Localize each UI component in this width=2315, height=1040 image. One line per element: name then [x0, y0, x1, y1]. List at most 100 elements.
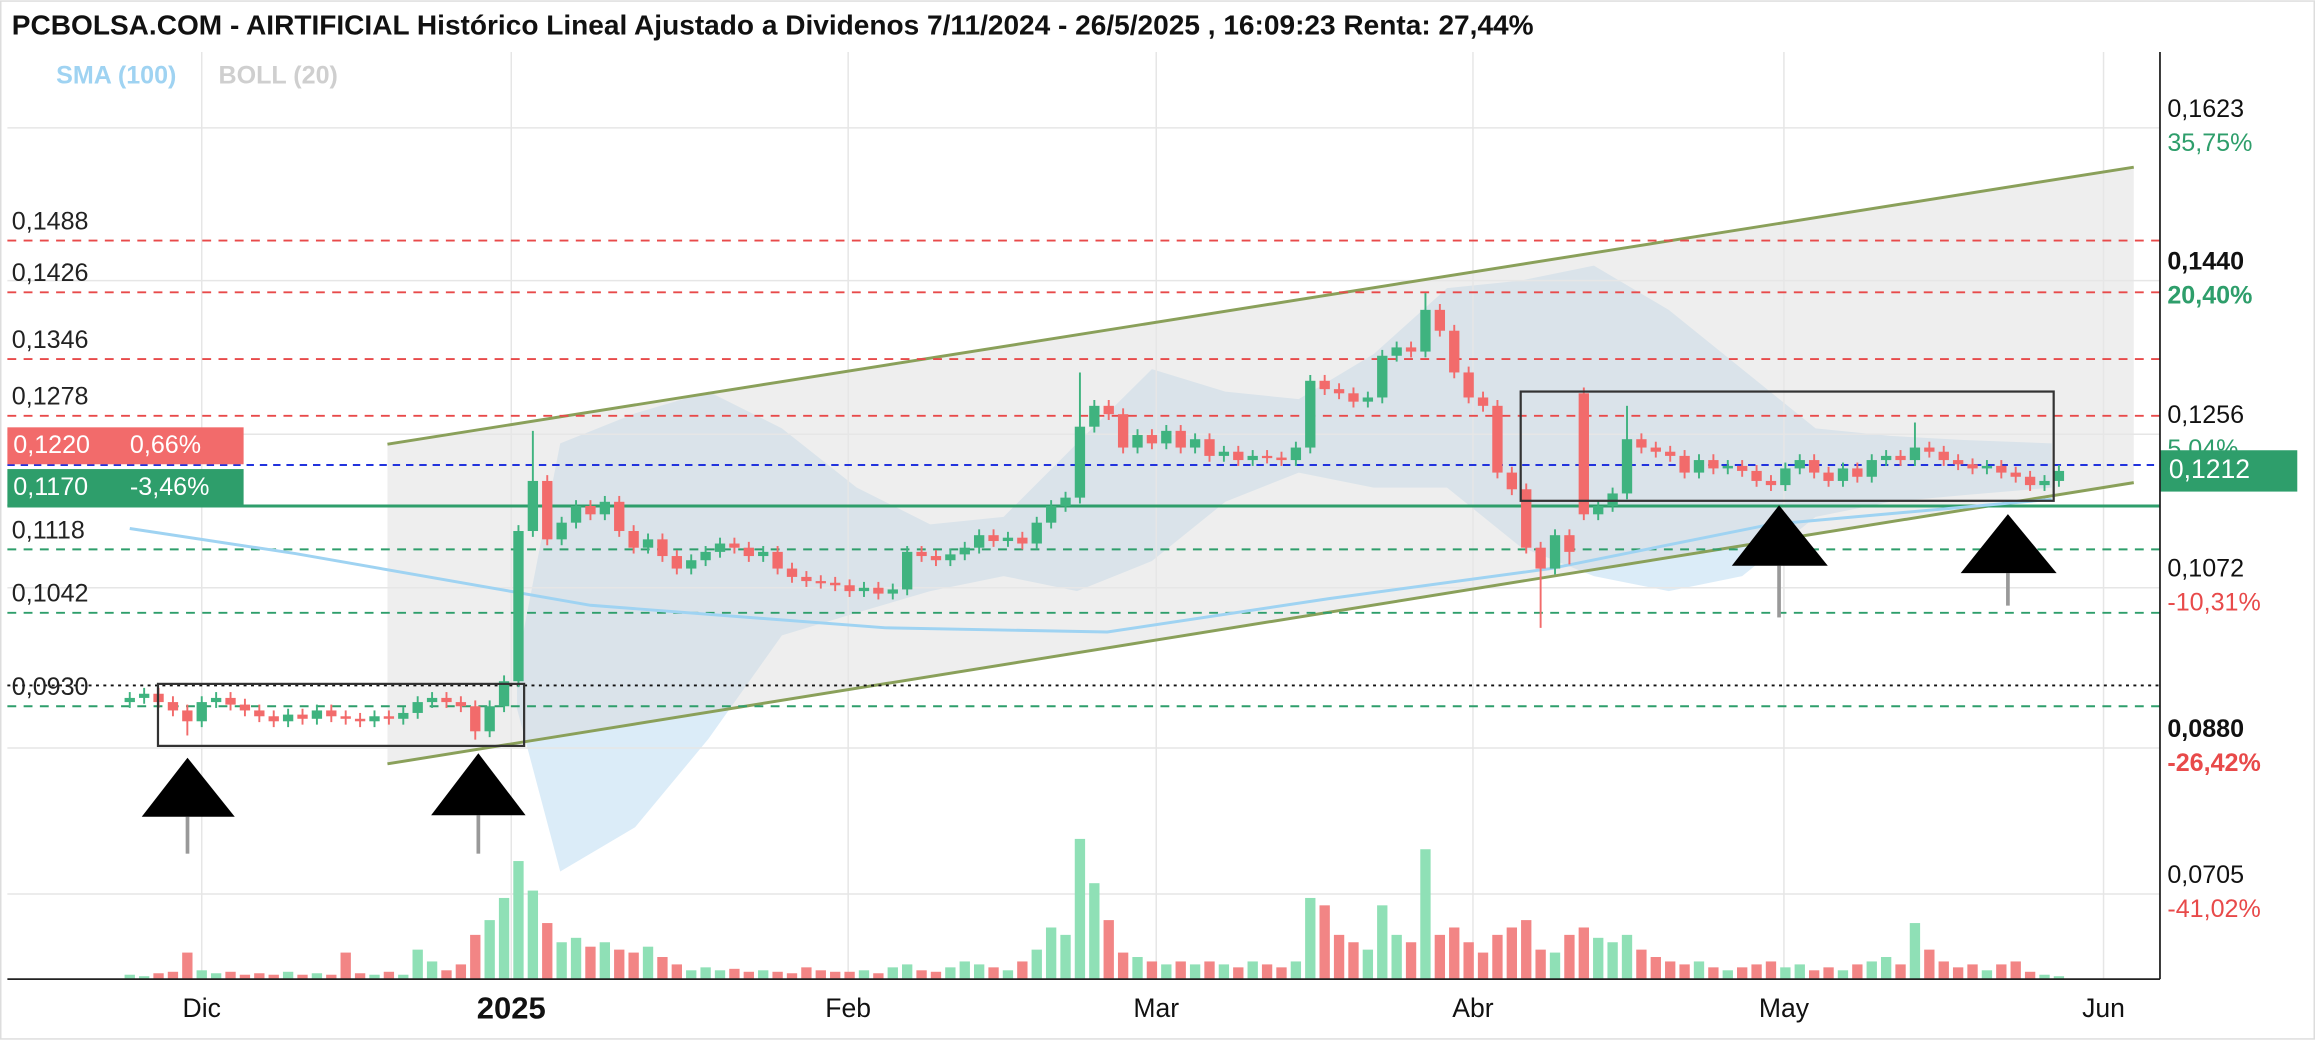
volume-bar: [1348, 942, 1359, 980]
volume-bar: [354, 973, 366, 980]
candle-body: [2024, 476, 2036, 486]
volume-bar: [1895, 964, 1906, 980]
volume-bar: [1218, 964, 1230, 980]
volume-bar: [585, 946, 596, 980]
volume-bar: [686, 970, 697, 980]
candle-body: [1233, 451, 1244, 461]
candle-body: [1751, 470, 1762, 481]
volume-bar: [210, 973, 222, 980]
volume-bar: [1981, 970, 1993, 980]
y-tick-pct: -41,02%: [2167, 895, 2260, 923]
volume-bar: [614, 949, 625, 980]
volume-bar: [138, 976, 150, 980]
volume-bar: [973, 964, 985, 980]
candle-body: [1996, 465, 2007, 473]
volume-bar: [902, 964, 913, 980]
volume-bar: [2053, 976, 2065, 980]
price-badge: [7, 469, 244, 506]
volume-bar: [945, 967, 956, 980]
candle-body: [441, 697, 452, 703]
candle-body: [297, 714, 308, 719]
level-label: 0,1042: [12, 580, 89, 608]
candle-body: [268, 716, 279, 722]
candle-body: [1031, 522, 1042, 544]
x-tick-label: 2025: [477, 990, 546, 1025]
arrow: [1960, 514, 2057, 574]
volume-bar: [1535, 949, 1546, 980]
channel-lower: [387, 481, 2135, 766]
candle-body: [815, 581, 826, 584]
volume-bar: [1233, 967, 1244, 980]
volume-bar: [1463, 942, 1474, 980]
candle-body: [686, 560, 697, 569]
candle-body: [1880, 455, 1892, 461]
candle-body: [671, 556, 682, 569]
volume-bar: [988, 967, 999, 980]
candle-body: [1377, 355, 1388, 398]
volume-bar: [1261, 964, 1273, 980]
candle-body: [1621, 439, 1633, 494]
y-tick-pct: -26,42%: [2167, 749, 2260, 777]
volume-bar: [542, 923, 553, 980]
volume-bar: [1823, 967, 1834, 980]
volume-bar: [700, 967, 711, 980]
candle-body: [470, 706, 481, 732]
volume-bar: [153, 973, 164, 980]
candle-body: [1333, 389, 1345, 394]
volume-bar: [167, 971, 179, 980]
arrow: [141, 757, 235, 817]
volume-bar: [455, 964, 467, 980]
volume-bar: [311, 973, 323, 980]
candle-body: [340, 716, 351, 719]
volume-bar: [268, 974, 279, 980]
labels-layer: 0,162335,75%0,144020,40%0,12565,04%0,107…: [7, 95, 2298, 1025]
volume-bar: [412, 949, 423, 980]
candle-body: [1161, 430, 1172, 444]
x-tick-label: Abr: [1452, 993, 1493, 1023]
candle-body: [484, 706, 495, 732]
volume-bar: [1103, 920, 1114, 980]
x-tick-label: Jun: [2082, 993, 2125, 1023]
volume-bar: [1636, 949, 1647, 980]
candle-body: [714, 543, 726, 552]
volume-bar: [786, 973, 798, 980]
volume-bar: [1679, 964, 1690, 980]
y-tick-label: 0,0705: [2167, 861, 2244, 889]
level-label: 0,1346: [12, 326, 89, 354]
volume-bar: [1405, 942, 1417, 980]
volume-bar: [1578, 927, 1589, 980]
volume-bar: [1031, 949, 1042, 980]
candle-body: [570, 505, 582, 523]
volume-bar: [1650, 957, 1661, 980]
candle-body: [1823, 472, 1834, 481]
volume-bar: [570, 937, 582, 980]
candle-body: [1521, 489, 1532, 548]
candle-body: [1765, 480, 1777, 486]
badge-pct: 0,66%: [130, 431, 201, 459]
candle-body: [758, 551, 769, 557]
volume-bar: [657, 957, 668, 980]
candle-body: [599, 501, 611, 515]
volume-bar: [340, 952, 351, 980]
volume-bar: [1521, 920, 1532, 980]
candle-layer: [124, 293, 2065, 740]
last-price-label: 0,1212: [2169, 454, 2250, 484]
candle-body: [945, 554, 956, 561]
candle-body: [1420, 309, 1431, 352]
candle-body: [1578, 393, 1589, 515]
volume-bar: [628, 952, 639, 980]
candle-body: [2010, 472, 2021, 477]
y-tick-pct: -10,31%: [2167, 589, 2260, 617]
volume-bar: [1621, 934, 1633, 980]
candle-body: [1362, 397, 1374, 402]
y-tick-label: 0,0880: [2167, 715, 2244, 743]
channel-upper: [387, 165, 2135, 446]
volume-bar: [1880, 957, 1892, 980]
candle-body: [556, 522, 567, 540]
candle-body: [1391, 347, 1402, 356]
candle-body: [282, 714, 294, 722]
volume-bar: [772, 971, 783, 980]
bollinger-band: [517, 265, 2052, 872]
volume-bar: [743, 971, 754, 980]
volume-bar: [1477, 952, 1489, 980]
